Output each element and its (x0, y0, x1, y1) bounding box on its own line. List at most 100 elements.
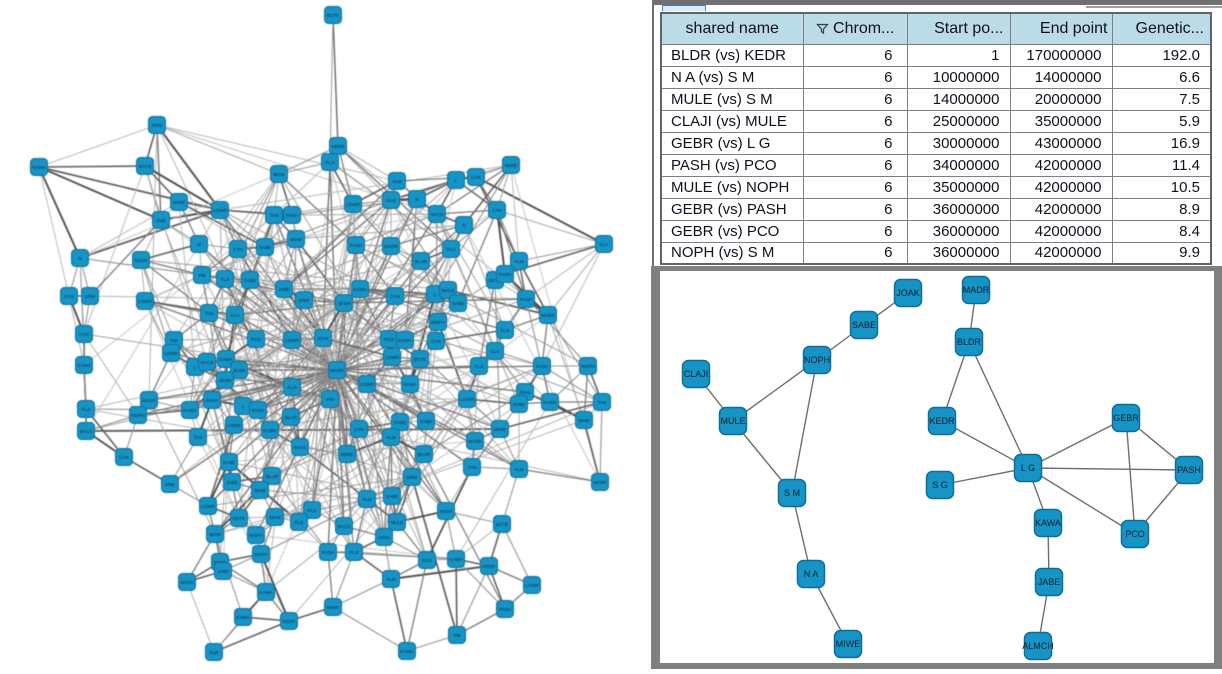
svg-text:PASH: PASH (499, 607, 511, 612)
svg-text:DRM: DRM (85, 294, 96, 299)
svg-text:KEDR: KEDR (135, 258, 148, 263)
svg-text:GEBR: GEBR (1113, 413, 1139, 423)
svg-text:CYN: CYN (390, 294, 400, 299)
svg-text:PASH: PASH (520, 297, 532, 302)
svg-text:NOPH: NOPH (254, 552, 267, 557)
svg-text:MADR: MADR (142, 398, 156, 403)
svg-text:MIWE: MIWE (836, 639, 861, 649)
svg-text:KEDR: KEDR (440, 509, 453, 514)
svg-text:CYN: CYN (431, 339, 441, 344)
svg-text:BLUR: BLUR (418, 452, 431, 457)
svg-text:KAWA: KAWA (32, 165, 46, 170)
svg-text:KAWA: KAWA (236, 615, 250, 620)
svg-text:PCO: PCO (1125, 529, 1145, 539)
svg-text:MIWE: MIWE (327, 605, 340, 610)
svg-text:MIWE: MIWE (173, 200, 186, 205)
svg-text:L: L (455, 178, 458, 183)
svg-text:PASH: PASH (286, 213, 298, 218)
svg-text:PCO: PCO (251, 337, 261, 342)
svg-text:LOWR: LOWR (201, 504, 215, 509)
svg-text:MIWE: MIWE (494, 427, 507, 432)
svg-text:BGTE: BGTE (327, 13, 340, 18)
svg-text:ALM: ALM (514, 259, 524, 264)
svg-text:JESM: JESM (219, 378, 231, 383)
svg-text:BGTE: BGTE (496, 522, 509, 527)
svg-text:MULE: MULE (391, 520, 404, 525)
svg-text:LOWR: LOWR (525, 583, 539, 588)
svg-text:NOPH: NOPH (249, 533, 262, 538)
svg-text:FLJI: FLJI (350, 550, 359, 555)
svg-text:N A: N A (804, 569, 819, 579)
svg-text:NACS: NACS (139, 164, 152, 169)
svg-text:TAN: TAN (194, 435, 203, 440)
svg-text:DRM: DRM (152, 123, 163, 128)
svg-text:KEDR: KEDR (483, 564, 496, 569)
svg-text:CYN: CYN (64, 294, 74, 299)
svg-text:FLJI: FLJI (221, 277, 230, 282)
svg-text:LOWR: LOWR (138, 299, 152, 304)
svg-text:CYN: CYN (471, 175, 481, 180)
svg-text:KEDR: KEDR (332, 144, 345, 149)
svg-text:PCO: PCO (384, 337, 394, 342)
svg-text:MADR: MADR (384, 244, 398, 249)
svg-text:ALM: ALM (386, 435, 396, 440)
svg-text:LOWR: LOWR (346, 202, 360, 207)
svg-text:SABE: SABE (386, 494, 398, 499)
svg-text:NACS: NACS (201, 360, 214, 365)
svg-text:PLG: PLG (307, 508, 317, 513)
svg-text:SABE: SABE (394, 420, 406, 425)
svg-text:NOPH: NOPH (431, 320, 444, 325)
svg-text:SABE: SABE (513, 402, 525, 407)
svg-text:MADR: MADR (541, 313, 555, 318)
svg-text:PASH: PASH (536, 364, 548, 369)
svg-text:N: N (415, 197, 418, 202)
svg-text:MAW: MAW (273, 172, 285, 177)
svg-text:DRM: DRM (379, 535, 390, 540)
svg-text:PLG: PLG (446, 247, 456, 252)
svg-text:PASH: PASH (404, 382, 416, 387)
svg-text:ALM: ALM (386, 198, 396, 203)
svg-text:CLA: CLA (600, 242, 610, 247)
svg-text:FLJI: FLJI (288, 385, 297, 390)
svg-text:PASH: PASH (1177, 465, 1201, 475)
svg-text:JABE: JABE (1038, 577, 1061, 587)
svg-text:SABE: SABE (420, 419, 432, 424)
svg-text:LOWR: LOWR (164, 351, 178, 356)
svg-text:TAN: TAN (598, 400, 607, 405)
svg-text:JOAK: JOAK (317, 336, 330, 341)
svg-text:PM: PM (199, 273, 206, 278)
svg-text:KAWA: KAWA (77, 363, 91, 368)
svg-text:DRM: DRM (299, 298, 310, 303)
svg-text:NACS: NACS (294, 445, 307, 450)
svg-text:MAW: MAW (290, 237, 302, 242)
svg-text:MIWE: MIWE (505, 163, 518, 168)
svg-text:NACS: NACS (80, 429, 93, 434)
svg-text:SABE: SABE (452, 301, 464, 306)
svg-text:KAWA: KAWA (353, 287, 367, 292)
svg-text:KAWA: KAWA (543, 400, 557, 405)
svg-text:JABE: JABE (226, 480, 238, 485)
svg-text:PASH: PASH (499, 272, 511, 277)
svg-text:BGTE: BGTE (233, 516, 246, 521)
svg-text:N: N (462, 223, 465, 228)
svg-text:CLAJI: CLAJI (684, 369, 709, 379)
svg-text:FLJI: FLJI (475, 364, 484, 369)
svg-text:JESM: JESM (233, 368, 245, 373)
svg-text:JABE: JABE (278, 287, 290, 292)
svg-text:LOWR: LOWR (213, 208, 227, 213)
svg-text:HNK: HNK (165, 482, 176, 487)
svg-text:KAWA: KAWA (1035, 518, 1061, 528)
svg-text:PCO: PCO (422, 558, 432, 563)
svg-text:FLJI: FLJI (82, 407, 91, 412)
svg-text:CYN: CYN (492, 208, 502, 213)
svg-text:S G: S G (932, 480, 948, 490)
svg-text:NACS: NACS (181, 580, 194, 585)
svg-text:NACS: NACS (338, 524, 351, 529)
svg-text:KAWA: KAWA (398, 338, 412, 343)
svg-text:LOWR: LOWR (360, 382, 374, 387)
svg-text:L: L (194, 365, 197, 370)
svg-text:SSB: SSB (156, 218, 165, 223)
svg-text:FLJI: FLJI (501, 328, 510, 333)
svg-text:PASH: PASH (206, 398, 218, 403)
svg-text:LOWR: LOWR (285, 338, 299, 343)
